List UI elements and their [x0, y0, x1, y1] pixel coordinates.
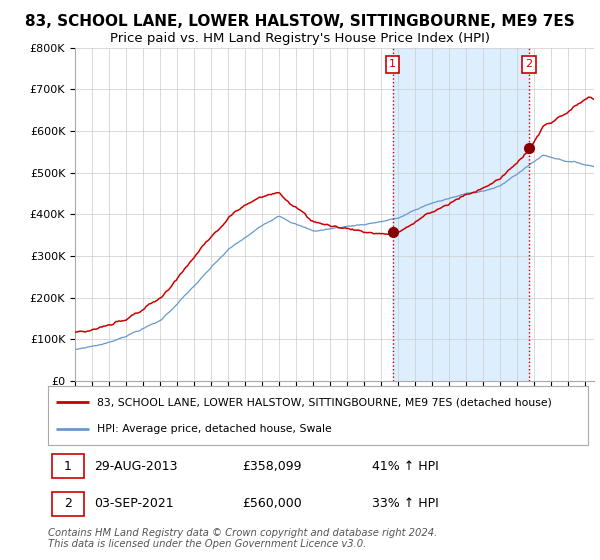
Text: Contains HM Land Registry data © Crown copyright and database right 2024.
This d: Contains HM Land Registry data © Crown c… — [48, 528, 437, 549]
Text: 83, SCHOOL LANE, LOWER HALSTOW, SITTINGBOURNE, ME9 7ES (detached house): 83, SCHOOL LANE, LOWER HALSTOW, SITTINGB… — [97, 397, 551, 407]
Text: £560,000: £560,000 — [242, 497, 302, 511]
Text: 2: 2 — [64, 497, 72, 511]
Text: 83, SCHOOL LANE, LOWER HALSTOW, SITTINGBOURNE, ME9 7ES: 83, SCHOOL LANE, LOWER HALSTOW, SITTINGB… — [25, 14, 575, 29]
Text: Price paid vs. HM Land Registry's House Price Index (HPI): Price paid vs. HM Land Registry's House … — [110, 32, 490, 45]
Text: HPI: Average price, detached house, Swale: HPI: Average price, detached house, Swal… — [97, 424, 331, 435]
Text: 41% ↑ HPI: 41% ↑ HPI — [372, 460, 439, 473]
Text: £358,099: £358,099 — [242, 460, 302, 473]
Text: 33% ↑ HPI: 33% ↑ HPI — [372, 497, 439, 511]
FancyBboxPatch shape — [52, 454, 83, 478]
Text: 29-AUG-2013: 29-AUG-2013 — [94, 460, 178, 473]
Text: 03-SEP-2021: 03-SEP-2021 — [94, 497, 173, 511]
Text: 2: 2 — [525, 59, 532, 69]
Text: 1: 1 — [389, 59, 396, 69]
Text: 1: 1 — [64, 460, 72, 473]
Bar — [392, 48, 529, 381]
FancyBboxPatch shape — [52, 492, 83, 516]
